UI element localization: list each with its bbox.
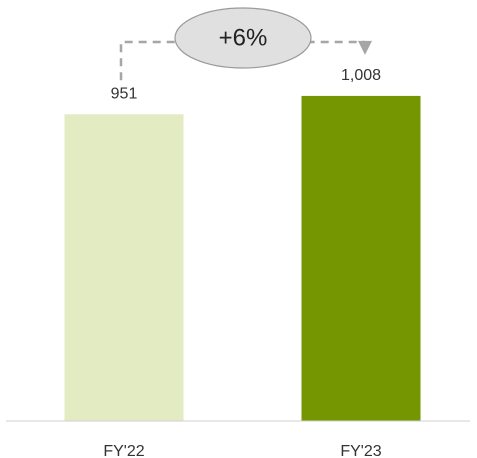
growth-arrow-icon bbox=[358, 40, 372, 55]
category-tick-label: FY'22 bbox=[103, 443, 144, 458]
bar-1 bbox=[64, 114, 184, 422]
growth-annotation: +6% bbox=[119, 7, 372, 81]
bars-layer bbox=[64, 95, 421, 422]
value-labels-layer: 951 1,008 bbox=[111, 67, 381, 102]
growth-percent-label: +6% bbox=[219, 25, 268, 52]
bar-2 bbox=[301, 95, 421, 422]
bar-value-label: 951 bbox=[111, 85, 138, 102]
category-tick-label: FY'23 bbox=[340, 443, 381, 458]
growth-bubble bbox=[174, 7, 312, 69]
bar-value-label: 1,008 bbox=[341, 67, 381, 84]
category-labels-layer: FY'22 FY'23 bbox=[103, 443, 381, 458]
